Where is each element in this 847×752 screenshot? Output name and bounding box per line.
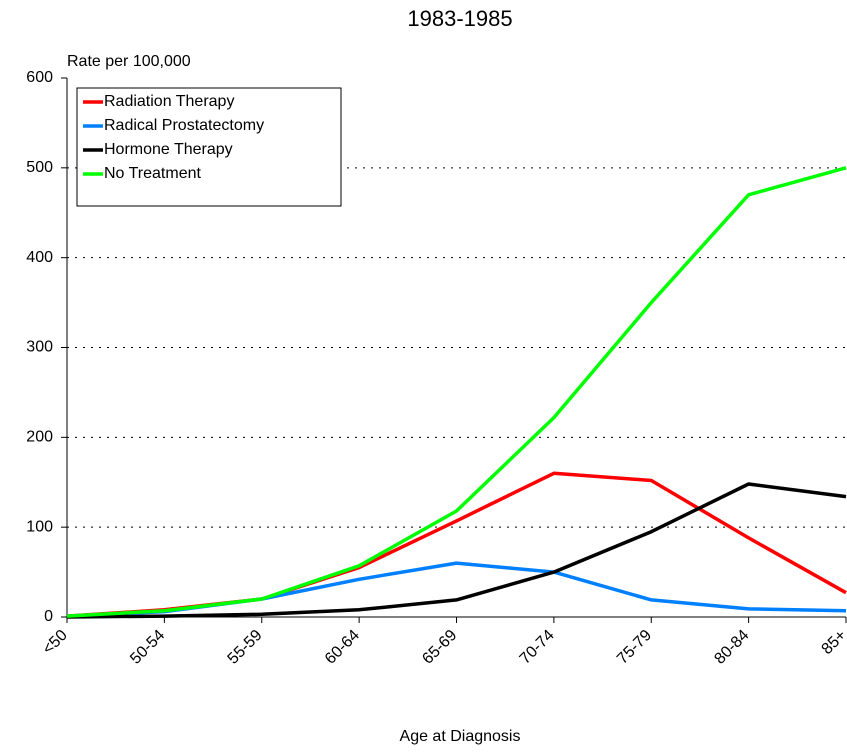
legend-label: No Treatment: [104, 165, 201, 182]
x-tick-label: 80-84: [711, 627, 752, 668]
legend-label: Radiation Therapy: [104, 93, 234, 110]
y-tick-label: 0: [44, 608, 53, 625]
legend-label: Radical Prostatectomy: [104, 117, 264, 134]
x-tick-label: 50-54: [127, 627, 168, 668]
x-tick-label: 85+: [819, 627, 847, 658]
series-line: [66, 482, 847, 619]
x-tick-label: <50: [40, 627, 71, 658]
y-tick-label: 400: [26, 249, 53, 266]
x-tick-label: 60-64: [322, 627, 363, 668]
y-tick-label: 600: [26, 69, 53, 86]
legend-label: Hormone Therapy: [104, 141, 233, 158]
y-axis-label: Rate per 100,000: [67, 53, 191, 70]
y-tick-label: 200: [26, 429, 53, 446]
legend-box: [76, 87, 342, 207]
y-tick-label: 300: [26, 339, 53, 356]
series-line: [66, 166, 847, 618]
y-tick-label: 500: [26, 159, 53, 176]
chart-title: 1983-1985: [407, 6, 512, 31]
y-tick-label: 100: [26, 518, 53, 535]
x-tick-label: 65-69: [419, 627, 460, 668]
x-tick-label: 70-74: [517, 627, 558, 668]
x-axis-label: Age at Diagnosis: [400, 728, 521, 745]
x-tick-label: 55-59: [225, 627, 266, 668]
legend: Radiation Therapy Radical Prostatectomy Ho…: [76, 87, 342, 207]
x-tick-label: 75-79: [614, 627, 655, 668]
